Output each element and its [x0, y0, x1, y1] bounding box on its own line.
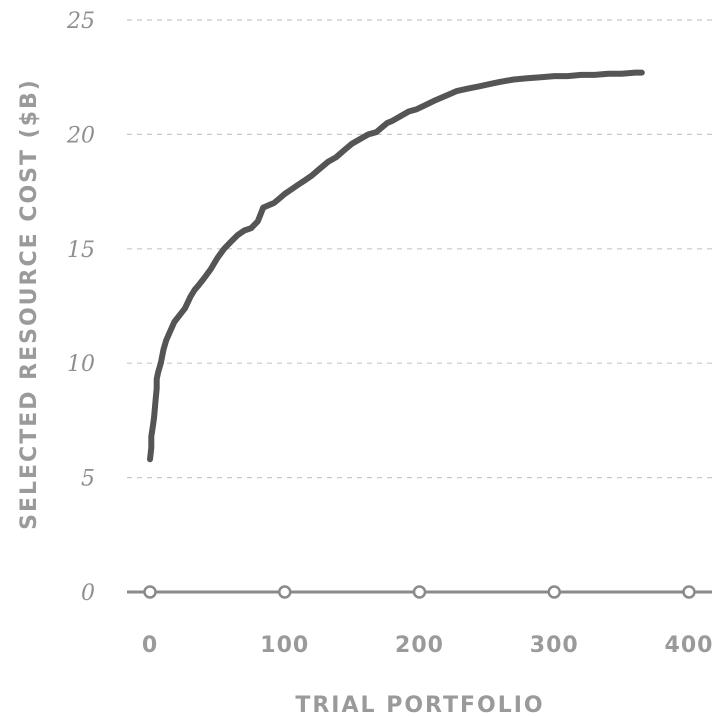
x-tick-marker-0: [143, 585, 157, 599]
x-tick-marker-400: [682, 585, 696, 599]
y-tick-label-15: 15: [67, 238, 95, 263]
x-axis: [127, 585, 712, 599]
y-axis-title: SELECTED RESOURCE COST ($B): [17, 78, 42, 530]
x-tick-label-100: 100: [260, 633, 309, 658]
series-layer: [147, 69, 645, 463]
x-tick-marker-100: [278, 585, 292, 599]
gridlines: [127, 19, 712, 479]
x-axis-title: TRIAL PORTFOLIO: [295, 693, 544, 716]
x-tick-labels: 0 100 200 300 400: [142, 633, 714, 658]
y-tick-label-5: 5: [81, 467, 95, 492]
y-tick-label-10: 10: [67, 352, 95, 377]
x-tick-label-200: 200: [395, 633, 444, 658]
y-tick-label-25: 25: [66, 9, 95, 34]
x-tick-label-300: 300: [530, 633, 579, 658]
y-tick-label-20: 20: [66, 123, 95, 148]
x-tick-marker-200: [412, 585, 427, 599]
y-tick-labels: 0 5 10 15 20 25: [66, 9, 95, 606]
x-tick-marker-300: [547, 585, 561, 599]
series-line-0: [147, 69, 645, 463]
x-tick-label-0: 0: [142, 633, 158, 658]
y-tick-label-0: 0: [81, 581, 95, 606]
x-tick-label-400: 400: [665, 633, 714, 658]
